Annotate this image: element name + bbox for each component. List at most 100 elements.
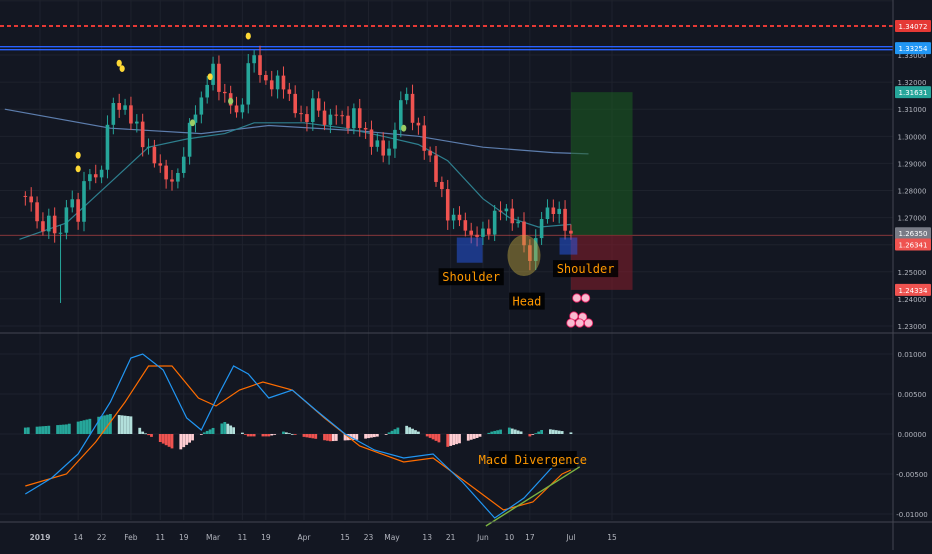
annotation-label: Head bbox=[512, 295, 541, 309]
time-tick-label: 15 bbox=[340, 533, 350, 542]
candle-body bbox=[492, 210, 497, 235]
marker-icon bbox=[572, 293, 582, 303]
candle-body bbox=[41, 221, 45, 232]
candle-body bbox=[469, 230, 473, 235]
macd-annotation-label: Macd Divergence bbox=[479, 453, 587, 467]
price-tick-label: 1.28000 bbox=[898, 188, 927, 196]
profit-zone bbox=[570, 92, 633, 236]
macd-histogram-bar bbox=[223, 422, 227, 434]
macd-line bbox=[24, 353, 572, 519]
candle-body bbox=[498, 210, 503, 212]
candle-body bbox=[463, 220, 468, 231]
macd-tick-label: 0.00000 bbox=[898, 431, 927, 439]
candle-body bbox=[29, 196, 33, 203]
time-tick-label: 11 bbox=[238, 533, 248, 542]
macd-histogram-bar bbox=[123, 415, 127, 434]
marker-icon bbox=[580, 293, 591, 303]
candle-body bbox=[305, 114, 309, 122]
candle-body bbox=[340, 115, 344, 117]
macd-histogram-bar bbox=[188, 434, 191, 443]
macd-histogram-bar bbox=[249, 434, 253, 437]
candle-body bbox=[369, 129, 374, 147]
macd-histogram-bar bbox=[97, 416, 101, 434]
price-tag-bg bbox=[895, 20, 931, 32]
candle-body bbox=[146, 146, 151, 148]
candle-body bbox=[381, 140, 385, 156]
macd-histogram-bar bbox=[287, 433, 291, 434]
candle-body bbox=[176, 172, 180, 182]
macd-histogram-bar bbox=[147, 434, 150, 436]
macd-histogram-bar bbox=[199, 434, 203, 435]
time-tick-label: 23 bbox=[364, 533, 374, 542]
candle-body bbox=[23, 195, 28, 197]
candle-body bbox=[70, 199, 75, 208]
macd-histogram-bar bbox=[493, 430, 497, 434]
candle-body bbox=[422, 125, 427, 151]
macd-histogram-bar bbox=[458, 434, 461, 444]
price-tick-label: 1.33000 bbox=[898, 52, 927, 60]
candle-body bbox=[105, 124, 110, 170]
candle-body bbox=[264, 75, 268, 81]
macd-histogram-bar bbox=[510, 428, 514, 434]
macd-histogram-bar bbox=[85, 419, 89, 434]
macd-histogram-bar bbox=[261, 434, 265, 437]
annotation-label-bg bbox=[438, 268, 504, 286]
macd-histogram-bar bbox=[243, 434, 247, 435]
macd-histogram-bar bbox=[208, 429, 212, 434]
macd-histogram-bar bbox=[557, 430, 561, 434]
macd-histogram-bar bbox=[290, 434, 294, 435]
macd-histogram-bar bbox=[264, 434, 268, 437]
time-tick-label: 17 bbox=[525, 533, 535, 542]
candle-body bbox=[569, 230, 573, 234]
price-tag-bg bbox=[895, 283, 931, 296]
candle-body bbox=[64, 207, 69, 233]
candle-body bbox=[457, 214, 462, 221]
right-shoulder-box bbox=[559, 237, 578, 255]
price-tag-label: 1.34072 bbox=[899, 23, 928, 31]
time-tick-label: May bbox=[384, 533, 400, 542]
candle-body bbox=[563, 208, 567, 231]
time-tick-label: Mar bbox=[206, 533, 221, 542]
macd-histogram-bar bbox=[396, 427, 400, 434]
candle-body bbox=[76, 199, 80, 222]
macd-histogram-bar bbox=[191, 434, 194, 441]
macd-histogram-bar bbox=[62, 424, 65, 434]
price-tag-label: 1.31631 bbox=[899, 89, 928, 97]
candle-body bbox=[129, 105, 133, 124]
candle-body bbox=[223, 91, 227, 94]
annotation-label-bg bbox=[553, 260, 619, 278]
macd-histogram-bar bbox=[516, 430, 520, 434]
signal-dot-yellow bbox=[119, 65, 125, 72]
candle-body bbox=[334, 114, 339, 116]
moving-average-line bbox=[4, 108, 589, 155]
macd-histogram-bar bbox=[507, 427, 511, 434]
candle-body bbox=[217, 63, 221, 92]
macd-histogram-bar bbox=[334, 434, 338, 441]
macd-histogram-bar bbox=[120, 415, 124, 434]
candle-body bbox=[152, 146, 157, 164]
macd-histogram-bar bbox=[76, 421, 80, 434]
macd-histogram-bar bbox=[150, 434, 153, 437]
price-tick-label: 1.31000 bbox=[898, 106, 927, 114]
time-tick-label: Feb bbox=[124, 533, 138, 542]
candle-body bbox=[434, 155, 438, 182]
left-shoulder-box bbox=[456, 237, 483, 263]
price-tag-label: 1.33254 bbox=[899, 45, 928, 53]
candle-body bbox=[451, 214, 456, 221]
macd-histogram-bar bbox=[417, 431, 420, 434]
macd-histogram-bar bbox=[100, 416, 103, 434]
macd-histogram-bar bbox=[141, 431, 145, 434]
price-tag-label: 1.26341 bbox=[899, 241, 928, 249]
macd-histogram-bar bbox=[311, 434, 315, 439]
macd-histogram-bar bbox=[331, 434, 335, 442]
macd-histogram-bar bbox=[41, 426, 45, 434]
macd-histogram-bar bbox=[138, 427, 142, 434]
macd-histogram-bar bbox=[158, 434, 162, 442]
macd-histogram-bar bbox=[285, 432, 288, 434]
macd-histogram-bar bbox=[229, 425, 233, 434]
macd-histogram-bar bbox=[367, 434, 370, 439]
price-tick-label: 1.30000 bbox=[898, 133, 927, 141]
macd-histogram-bar bbox=[370, 434, 373, 438]
macd-histogram-bar bbox=[499, 429, 502, 434]
macd-histogram-bar bbox=[554, 430, 558, 434]
